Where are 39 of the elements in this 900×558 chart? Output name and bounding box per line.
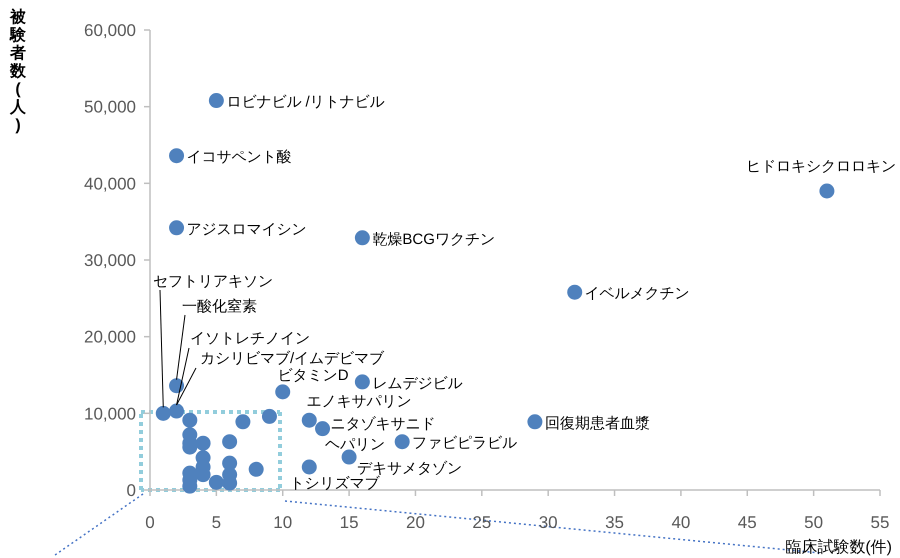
- y-tick-label: 40,000: [84, 174, 136, 194]
- annotation: ニタゾキサニド: [330, 416, 436, 433]
- y-tick-label: 0: [126, 481, 136, 500]
- x-tick-label: 40: [671, 513, 690, 532]
- annotation: 乾燥BCGワクチン: [372, 230, 495, 248]
- annotation: アジスロマイシン: [186, 220, 307, 238]
- y-tick-label: 20,000: [84, 328, 136, 347]
- x-tick-label: 0: [145, 513, 155, 532]
- annotation: ファビピラビル: [412, 434, 518, 452]
- annotation: ロビナビル /リトナビル: [226, 94, 385, 111]
- annotation: 回復期患者血漿: [544, 414, 650, 432]
- annotation: ビタミンD: [278, 366, 349, 384]
- x-axis-title: 臨床試験数(件): [785, 538, 892, 556]
- x-tick-label: 35: [605, 513, 624, 532]
- x-tick-label: 5: [212, 513, 222, 532]
- annotation: レムデジビル: [372, 374, 462, 392]
- annotation: イコサペント酸: [186, 148, 292, 166]
- y-tick-label: 30,000: [84, 251, 136, 270]
- annotation: 一酸化窒素: [182, 298, 257, 315]
- y-tick-label: 60,000: [84, 21, 136, 40]
- x-tick-label: 45: [738, 513, 757, 532]
- x-tick-label: 15: [340, 513, 359, 532]
- y-axis-title: 被験者数(人): [9, 8, 27, 134]
- annotation: ヘパリン: [325, 436, 386, 454]
- annotation: ヒドロキシクロロキン: [746, 158, 896, 175]
- y-tick-label: 50,000: [84, 98, 136, 117]
- x-tick-label: 25: [472, 513, 492, 532]
- x-tick-label: 50: [804, 513, 824, 532]
- x-tick-label: 20: [406, 513, 425, 532]
- y-tick-label: 10,000: [84, 404, 136, 424]
- annotation: エノキサパリン: [306, 393, 412, 410]
- annotation: イベルメクチン: [584, 285, 690, 302]
- annotation: イソトレチノイン: [190, 330, 310, 347]
- x-tick-label: 10: [273, 513, 292, 532]
- annotation: カシリビマブ/イムデビマブ: [200, 350, 386, 367]
- annotation: トシリズマブ: [289, 475, 380, 492]
- x-tick-label: 30: [538, 513, 558, 532]
- x-tick-label: 55: [870, 513, 890, 532]
- annotation: セフトリアキソン: [153, 273, 273, 290]
